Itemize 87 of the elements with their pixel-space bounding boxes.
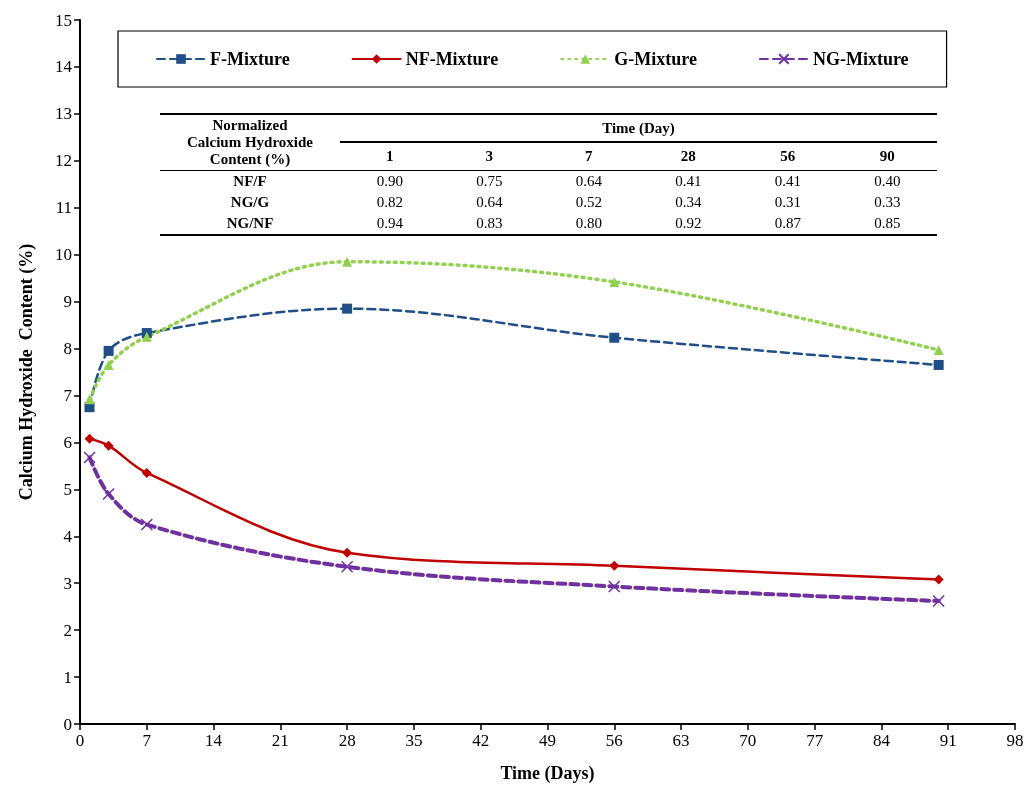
annotation: 0.52 [574,193,603,212]
annotation: 0.94 [375,214,404,233]
annotation: 1 [385,146,395,166]
y-tick-label: 10 [55,245,72,265]
y-tick-label: 7 [63,385,73,405]
x-axis-title: Time (Days) [500,763,595,784]
x-tick-label: 35 [405,731,423,750]
point [84,394,95,405]
point [932,594,945,608]
y-tick-label: 2 [63,620,72,640]
annotation: 7 [584,146,594,166]
x-tick-label: 49 [539,731,556,750]
x-tick-label: 91 [939,731,957,750]
annotation: 0.87 [773,214,802,233]
y-tick-label: 3 [63,573,72,593]
point [342,303,353,314]
annotation: 0.83 [475,214,504,233]
x-tick-label: 63 [672,731,690,750]
annotation: NF/F [232,172,268,191]
annotation: 0.64 [475,193,504,212]
x-tick-label: 77 [806,731,824,750]
annotation: 0.82 [375,193,404,212]
point [103,345,114,356]
point [83,451,96,464]
x-tick-label: 70 [739,731,757,750]
point [342,547,353,558]
legend-label: NF-Mixture [405,49,499,69]
annotation: 0.34 [674,193,703,212]
annotation: 0.40 [873,172,902,191]
annotation: 3 [484,146,494,166]
y-tick-label: 1 [63,667,72,687]
x-tick-label: 21 [271,731,289,750]
x-tick-label: 28 [338,731,356,750]
y-tick-label: 6 [63,432,72,452]
x-tick-label: 0 [75,731,85,750]
point [103,359,114,370]
point [102,487,115,501]
legend-label: F-Mixture [210,49,290,69]
x-tick-label: 84 [872,731,891,750]
annotation: 90 [878,146,896,166]
point [933,574,944,585]
annotation: 0.41 [773,172,802,191]
annotation: 0.41 [674,172,703,191]
y-tick-label: 11 [55,198,72,218]
annotation: 0.75 [475,172,504,191]
x-tick-label: 14 [205,731,223,750]
point [608,580,621,593]
y-tick-label: 12 [55,151,72,171]
annotation: 0.85 [873,214,902,233]
y-tick-label: 14 [55,57,73,77]
annotation: Normalized Calcium Hydroxide Content (%) [186,116,314,169]
y-tick-label: 0 [63,714,72,734]
annotation: Time (Day) [601,118,676,138]
y-tick-label: 8 [63,339,72,359]
point [141,467,152,478]
point [342,256,353,267]
point [933,359,944,370]
x-tick-label: 42 [472,731,490,750]
point [609,332,620,343]
point [103,440,114,451]
annotation: 0.92 [674,214,703,233]
y-tick-label: 13 [55,104,72,124]
annotation: 0.31 [773,193,802,212]
y-axis-title: Calcium Hydroxide Content (%) [16,243,37,501]
point [933,344,944,355]
annotation: NG/NF [225,214,275,233]
point [609,276,620,287]
annotation: 0.64 [574,172,603,191]
annotation: 0.80 [574,214,603,233]
point [140,518,154,531]
point [609,560,620,571]
legend-label: NG-Mixture [812,49,909,69]
y-tick-label: 9 [63,292,72,312]
y-tick-label: 4 [63,526,73,546]
annotation: 0.90 [375,172,404,191]
x-tick-label: 7 [142,731,152,750]
annotation: 56 [779,146,797,166]
annotation: 28 [679,146,697,166]
point [84,433,95,444]
x-tick-label: 56 [605,731,623,750]
annotation: NG/G [229,193,271,212]
legend-label: G-Mixture [614,49,697,69]
point [340,560,354,574]
y-tick-label: 15 [55,10,72,30]
y-tick-label: 5 [63,479,72,499]
x-tick-label: 98 [1006,731,1024,750]
annotation: 0.33 [873,193,902,212]
